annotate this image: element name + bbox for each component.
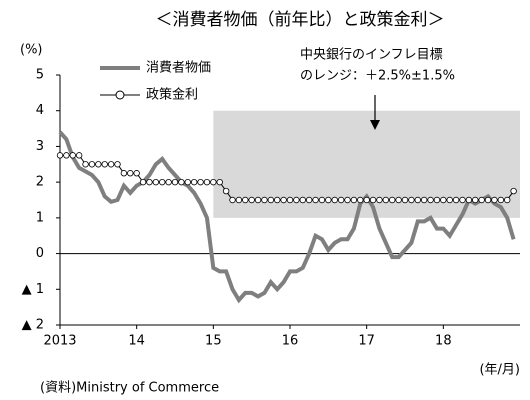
- point: [63, 152, 70, 159]
- point: [139, 178, 147, 186]
- y-tick-label: 3: [36, 139, 44, 154]
- point: [414, 196, 421, 204]
- point: [120, 170, 128, 177]
- point: [165, 178, 172, 186]
- point: [472, 196, 479, 204]
- point: [312, 196, 319, 204]
- point: [452, 196, 460, 204]
- point: [88, 161, 96, 168]
- point: [395, 196, 402, 204]
- point: [75, 152, 83, 159]
- point: [420, 196, 428, 204]
- source: (資料)Ministry of Commerce: [40, 381, 219, 396]
- point: [114, 161, 121, 168]
- point: [107, 161, 115, 168]
- point: [197, 178, 204, 186]
- y-tick-label: ▲ 2: [22, 318, 44, 333]
- series-line: [58, 130, 516, 304]
- point: [286, 196, 294, 204]
- point: [382, 196, 390, 204]
- point: [325, 196, 332, 204]
- point: [401, 196, 409, 204]
- point: [248, 196, 255, 204]
- point: [190, 178, 198, 186]
- point: [152, 178, 160, 186]
- point: [293, 196, 300, 204]
- point: [478, 196, 485, 204]
- point: [344, 196, 351, 204]
- point: [350, 196, 358, 204]
- point: [184, 178, 191, 186]
- point: [446, 196, 453, 204]
- x-axis-label: (年/月): [479, 363, 520, 378]
- point: [510, 187, 517, 195]
- arrow-head: [370, 120, 380, 130]
- y-axis-label: (%): [20, 43, 43, 58]
- point: [178, 178, 185, 186]
- legend-marker: [115, 90, 125, 100]
- point: [274, 196, 281, 204]
- point: [69, 152, 76, 159]
- point: [216, 178, 223, 186]
- point: [427, 196, 434, 204]
- y-tick-label: 1: [36, 210, 44, 225]
- point: [484, 196, 492, 204]
- point: [101, 161, 108, 168]
- point: [318, 196, 326, 204]
- point: [491, 196, 498, 204]
- point: [363, 196, 370, 204]
- point: [267, 196, 275, 204]
- point: [133, 170, 140, 177]
- point: [497, 196, 505, 204]
- y-tick-label: 0: [36, 246, 44, 261]
- legend-label: 消費者物価: [146, 61, 211, 76]
- y-tick-label: 2: [36, 175, 44, 190]
- point: [95, 161, 102, 168]
- point: [504, 196, 511, 204]
- y-tick-label: ▲ 1: [22, 282, 44, 297]
- point: [357, 196, 364, 204]
- point: [305, 196, 313, 204]
- x-tick-label: 14: [128, 334, 145, 349]
- x-tick-label: 16: [282, 334, 299, 349]
- chart-title: ＜消費者物価（前年比）と政策金利＞: [156, 10, 445, 30]
- point: [440, 196, 447, 204]
- point: [376, 196, 383, 204]
- point: [82, 161, 89, 168]
- x-tick-label: 18: [435, 334, 452, 349]
- legend-label: 政策金利: [146, 87, 198, 103]
- x-tick-label: 15: [205, 334, 222, 349]
- y-tick-label: 4: [36, 103, 44, 118]
- point: [235, 196, 243, 204]
- x-tick-label: 17: [358, 334, 375, 349]
- annotation: 中央銀行のインフレ目標: [300, 48, 443, 63]
- point: [203, 178, 211, 186]
- point: [159, 178, 166, 186]
- annotation: のレンジ：＋2.5%±1.5%: [300, 69, 455, 84]
- point: [222, 187, 230, 195]
- point: [280, 196, 287, 204]
- point: [210, 178, 217, 186]
- point: [299, 196, 306, 204]
- point: [389, 196, 396, 204]
- point: [242, 196, 249, 204]
- point: [261, 196, 268, 204]
- point: [465, 196, 473, 204]
- point: [331, 196, 338, 204]
- point: [171, 178, 179, 186]
- point: [127, 170, 134, 177]
- x-tick-label: 2013: [43, 334, 76, 349]
- y-tick-label: 5: [36, 68, 44, 83]
- point: [56, 152, 64, 159]
- point: [369, 196, 377, 204]
- point: [408, 196, 415, 204]
- point: [433, 196, 441, 204]
- point: [254, 196, 262, 204]
- point: [459, 196, 466, 204]
- point: [337, 196, 345, 204]
- point: [229, 196, 236, 204]
- point: [146, 178, 153, 186]
